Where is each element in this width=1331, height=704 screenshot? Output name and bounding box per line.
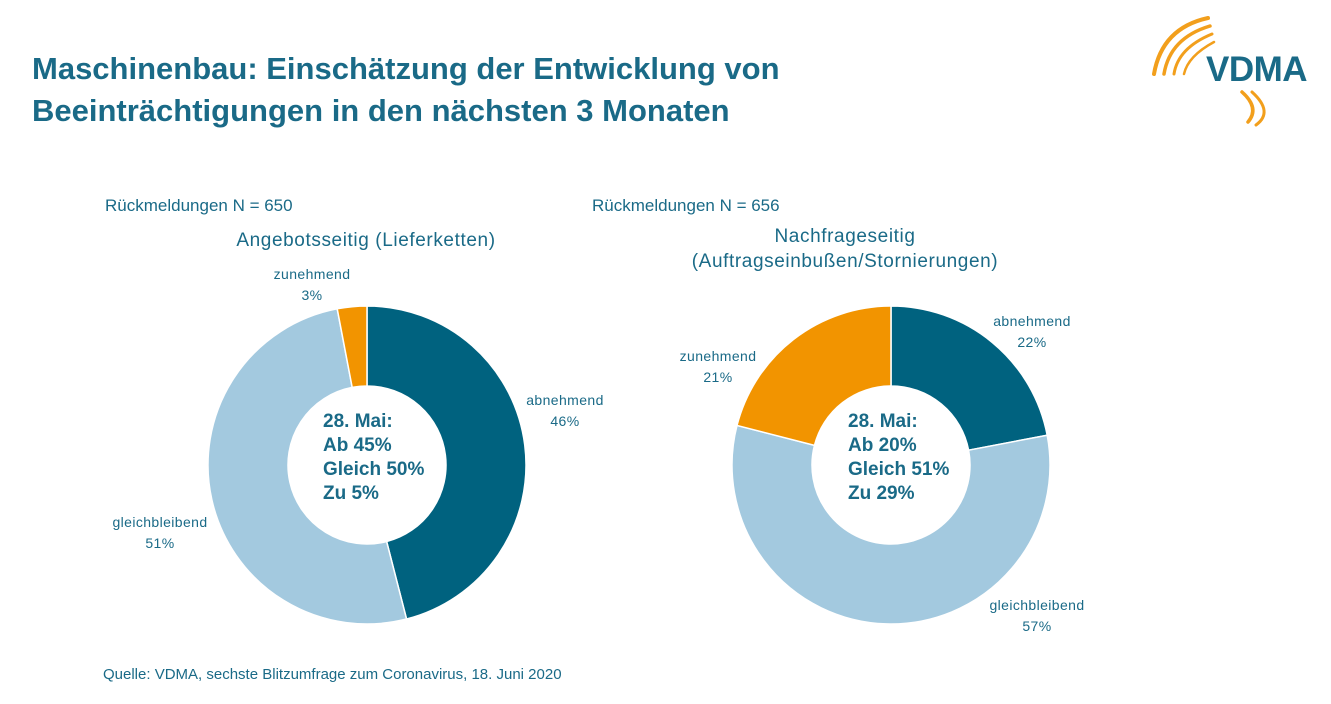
vdma-logo: VDMA	[1148, 12, 1328, 128]
chart-2-slice-abnehmend	[890, 305, 1049, 452]
chart-1-title-line-1: Angebotsseitig (Lieferketten)	[236, 230, 496, 251]
chart-2-center-line-4: Zu 29%	[848, 483, 915, 504]
chart-2-center-line-1: 28. Mai:	[848, 411, 918, 432]
chart-2-label-zunehmend-name: zunehmend	[679, 348, 757, 364]
chart-1-label-abnehmend: abnehmend 46%	[510, 390, 620, 432]
chart-1-label-gleichbleibend-value: 51%	[145, 535, 175, 551]
chart-1-label-zunehmend-name: zunehmend	[273, 266, 351, 282]
logo-arcs-icon	[1152, 16, 1266, 127]
chart-1-slice-abnehmend	[366, 305, 527, 620]
chart-2-label-zunehmend-value: 21%	[703, 369, 733, 385]
chart-2-slice-gleichbleibend	[731, 424, 1051, 625]
chart-2-center-line-3: Gleich 51%	[848, 459, 950, 480]
chart-2-title-line-2: (Auftragseinbußen/Stornierungen)	[691, 251, 999, 272]
chart-2-label-gleichbleibend-value: 57%	[1022, 618, 1052, 634]
chart-1-label-zunehmend-value: 3%	[301, 287, 323, 303]
chart-1-center-line-1: 28. Mai:	[323, 411, 393, 432]
chart-1-slice-zunehmend	[336, 305, 368, 389]
chart-1-label-zunehmend: zunehmend 3%	[262, 264, 362, 306]
page-title-line-1: Maschinenbau: Einschätzung der Entwicklu…	[32, 51, 780, 86]
logo-text: VDMA	[1206, 50, 1308, 89]
chart-2-label-abnehmend-value: 22%	[1017, 334, 1047, 350]
chart-1-label-gleichbleibend-name: gleichbleibend	[112, 514, 208, 530]
page-title-line-2: Beeinträchtigungen in den nächsten 3 Mon…	[32, 93, 730, 128]
chart-2-label-zunehmend: zunehmend 21%	[668, 346, 768, 388]
chart-2-slice-zunehmend	[736, 305, 892, 447]
chart-2-donut	[731, 305, 1051, 625]
chart-2-label-gleichbleibend: gleichbleibend 57%	[972, 595, 1102, 637]
chart-1-title: Angebotsseitig (Lieferketten)	[166, 228, 566, 253]
chart-2-title: Nachfrageseitig (Auftragseinbußen/Storni…	[640, 224, 1050, 274]
chart-2-center-text: 28. Mai: Ab 20% Gleich 51% Zu 29%	[848, 410, 949, 506]
chart-2-title-line-1: Nachfrageseitig	[774, 226, 916, 247]
chart-2-n-label: Rückmeldungen N = 656	[592, 196, 780, 215]
source-note: Quelle: VDMA, sechste Blitzumfrage zum C…	[103, 666, 562, 683]
chart-2-center-line-2: Ab 20%	[848, 435, 917, 456]
chart-1-slice-gleichbleibend	[207, 307, 408, 625]
chart-1-center-line-4: Zu 5%	[323, 483, 379, 504]
chart-1-label-gleichbleibend: gleichbleibend 51%	[96, 512, 224, 554]
chart-2-label-abnehmend-name: abnehmend	[993, 313, 1071, 329]
chart-1-donut	[207, 305, 527, 625]
chart-1-center-text: 28. Mai: Ab 45% Gleich 50% Zu 5%	[323, 410, 424, 506]
chart-1-n-label: Rückmeldungen N = 650	[105, 196, 293, 215]
chart-1-label-abnehmend-name: abnehmend	[526, 392, 604, 408]
page-title: Maschinenbau: Einschätzung der Entwicklu…	[32, 48, 1082, 132]
chart-2-label-abnehmend: abnehmend 22%	[982, 311, 1082, 353]
chart-1-center-line-2: Ab 45%	[323, 435, 392, 456]
chart-1-center-line-3: Gleich 50%	[323, 459, 425, 480]
chart-2-label-gleichbleibend-name: gleichbleibend	[989, 597, 1085, 613]
chart-1-label-abnehmend-value: 46%	[550, 413, 580, 429]
